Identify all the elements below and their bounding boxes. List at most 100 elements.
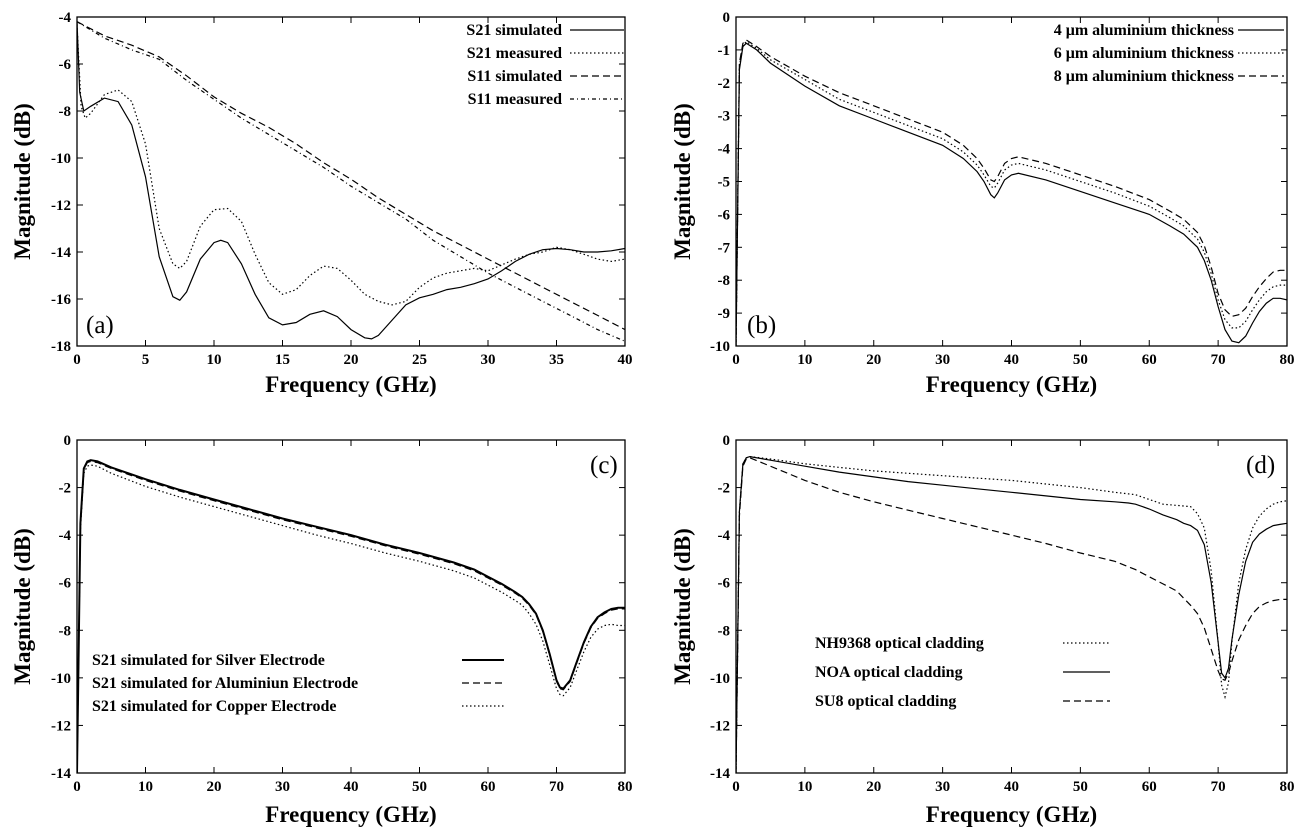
y-tick-label: -1 bbox=[718, 43, 731, 59]
panel-label: (d) bbox=[1246, 452, 1275, 479]
series-line-4 bbox=[77, 21, 625, 342]
y-tick-label: -10 bbox=[710, 339, 730, 355]
y-axis-label: Magnitude (dB) bbox=[670, 528, 695, 685]
y-tick-label: -9 bbox=[718, 306, 731, 322]
y-tick-label: -14 bbox=[51, 766, 71, 782]
y-tick-label: -18 bbox=[51, 339, 71, 355]
legend-label: S21 simulated for Copper Electrode bbox=[92, 698, 336, 715]
legend-label: SU8 optical cladding bbox=[815, 693, 956, 710]
y-axis-label: Magnitude (dB) bbox=[670, 103, 695, 260]
y-tick-label: -10 bbox=[710, 671, 730, 687]
series-line-2 bbox=[77, 460, 625, 773]
x-tick-label: 70 bbox=[549, 779, 564, 795]
y-tick-label: -6 bbox=[59, 57, 72, 73]
panel-a: 0 5 10 15 20 25 30 35 40 -4 -6 -8 -10 -12 -14 -16 -18 Fre… bbox=[10, 10, 633, 397]
y-tick-label: -12 bbox=[51, 718, 71, 734]
legend-label: S21 measured bbox=[467, 45, 562, 62]
x-tick-label: 0 bbox=[732, 352, 740, 368]
series-line-1 bbox=[736, 455, 1287, 773]
plot-frame bbox=[735, 16, 1288, 347]
y-tick-label: -5 bbox=[718, 175, 731, 191]
x-axis-label: Frequency (GHz) bbox=[265, 802, 436, 827]
legend-label: S11 measured bbox=[468, 91, 562, 108]
series-line-3 bbox=[736, 457, 1287, 773]
series-line-1 bbox=[77, 21, 625, 340]
x-tick-label: 70 bbox=[1211, 779, 1226, 795]
x-tick-label: 50 bbox=[1073, 352, 1088, 368]
x-axis-label: Frequency (GHz) bbox=[926, 372, 1097, 397]
x-tick-label: 10 bbox=[138, 779, 153, 795]
x-tick-label: 60 bbox=[481, 779, 496, 795]
y-tick-label: -14 bbox=[51, 245, 71, 261]
x-axis-label: Frequency (GHz) bbox=[926, 802, 1097, 827]
x-axis-label: Frequency (GHz) bbox=[265, 372, 436, 397]
y-tick-label: -2 bbox=[718, 481, 731, 497]
legend-label: NH9368 optical cladding bbox=[815, 635, 984, 652]
y-tick-label: -8 bbox=[718, 273, 731, 289]
series-line-2 bbox=[736, 455, 1287, 773]
y-tick-label: -12 bbox=[710, 718, 730, 734]
series-line-1 bbox=[77, 459, 625, 773]
x-tick-label: 0 bbox=[732, 779, 740, 795]
x-tick-label: 60 bbox=[1142, 779, 1157, 795]
y-tick-label: -2 bbox=[59, 481, 72, 497]
legend-label: NOA optical cladding bbox=[815, 664, 963, 681]
y-tick-label: -4 bbox=[59, 10, 72, 26]
legend-label: 8 μm aluminium thickness bbox=[1054, 68, 1234, 85]
y-axis-label: Magnitude (dB) bbox=[10, 528, 35, 685]
x-tick-label: 35 bbox=[549, 352, 564, 368]
y-axis-label: Magnitude (dB) bbox=[10, 103, 35, 260]
x-tick-label: 80 bbox=[1280, 352, 1295, 368]
x-tick-label: 50 bbox=[412, 779, 427, 795]
y-tick-label: -4 bbox=[59, 528, 72, 544]
legend-label: S21 simulated for Aluminiun Electrode bbox=[92, 675, 358, 692]
x-tick-label: 20 bbox=[866, 779, 881, 795]
x-tick-label: 10 bbox=[797, 779, 812, 795]
y-tick-label: -4 bbox=[718, 142, 731, 158]
x-tick-label: 25 bbox=[412, 352, 427, 368]
y-tick-label: -3 bbox=[718, 109, 731, 125]
x-tick-label: 10 bbox=[207, 352, 222, 368]
series-line-2 bbox=[736, 40, 1287, 346]
x-tick-label: 80 bbox=[618, 779, 633, 795]
x-tick-label: 60 bbox=[1142, 352, 1157, 368]
y-tick-label: -8 bbox=[59, 104, 72, 120]
y-tick-label: -6 bbox=[59, 576, 72, 592]
x-tick-label: 40 bbox=[1004, 352, 1019, 368]
panel-label: (c) bbox=[590, 452, 618, 479]
x-tick-label: 80 bbox=[1280, 779, 1295, 795]
legend-label: 4 μm aluminium thickness bbox=[1054, 22, 1234, 39]
panel-d: 0 10 20 30 40 50 60 70 80 0 -2 -4 -6 -8 -10 -12 -14 Frequ… bbox=[670, 433, 1295, 827]
series-line-3 bbox=[77, 21, 625, 331]
x-tick-label: 20 bbox=[344, 352, 359, 368]
y-tick-label: -6 bbox=[718, 207, 731, 223]
x-tick-label: 20 bbox=[866, 352, 881, 368]
y-tick-label: -10 bbox=[51, 671, 71, 687]
x-tick-label: 30 bbox=[935, 352, 950, 368]
y-tick-label: -4 bbox=[718, 528, 731, 544]
x-tick-label: 10 bbox=[797, 352, 812, 368]
x-tick-label: 30 bbox=[935, 779, 950, 795]
x-tick-label: 70 bbox=[1211, 352, 1226, 368]
y-tick-label: -6 bbox=[718, 576, 731, 592]
series-line-3 bbox=[736, 39, 1287, 346]
panel-label: (a) bbox=[86, 312, 114, 339]
x-tick-label: 15 bbox=[275, 352, 290, 368]
plot-frame bbox=[76, 439, 626, 774]
y-tick-label: -7 bbox=[718, 240, 731, 256]
x-tick-label: 0 bbox=[73, 352, 81, 368]
plot-frame bbox=[735, 439, 1288, 774]
x-tick-label: 20 bbox=[207, 779, 222, 795]
y-tick-label: 0 bbox=[723, 10, 731, 26]
y-tick-label: -10 bbox=[51, 151, 71, 167]
panel-b: 0 10 20 30 40 50 60 70 80 0 -1 -2 -3 -4 -5 -6 -7 -8 -9 -10 F… bbox=[670, 10, 1295, 397]
x-tick-label: 40 bbox=[1004, 779, 1019, 795]
x-tick-label: 30 bbox=[481, 352, 496, 368]
x-tick-label: 40 bbox=[618, 352, 633, 368]
legend-label: S21 simulated for Silver Electrode bbox=[92, 652, 325, 669]
y-tick-label: -8 bbox=[718, 623, 731, 639]
panel-c: 0 10 20 30 40 50 60 70 80 0 -2 -4 -6 -8 -10 -12 -14 Frequ… bbox=[10, 433, 633, 827]
x-tick-label: 40 bbox=[344, 779, 359, 795]
legend-label: 6 μm aluminium thickness bbox=[1054, 45, 1234, 62]
